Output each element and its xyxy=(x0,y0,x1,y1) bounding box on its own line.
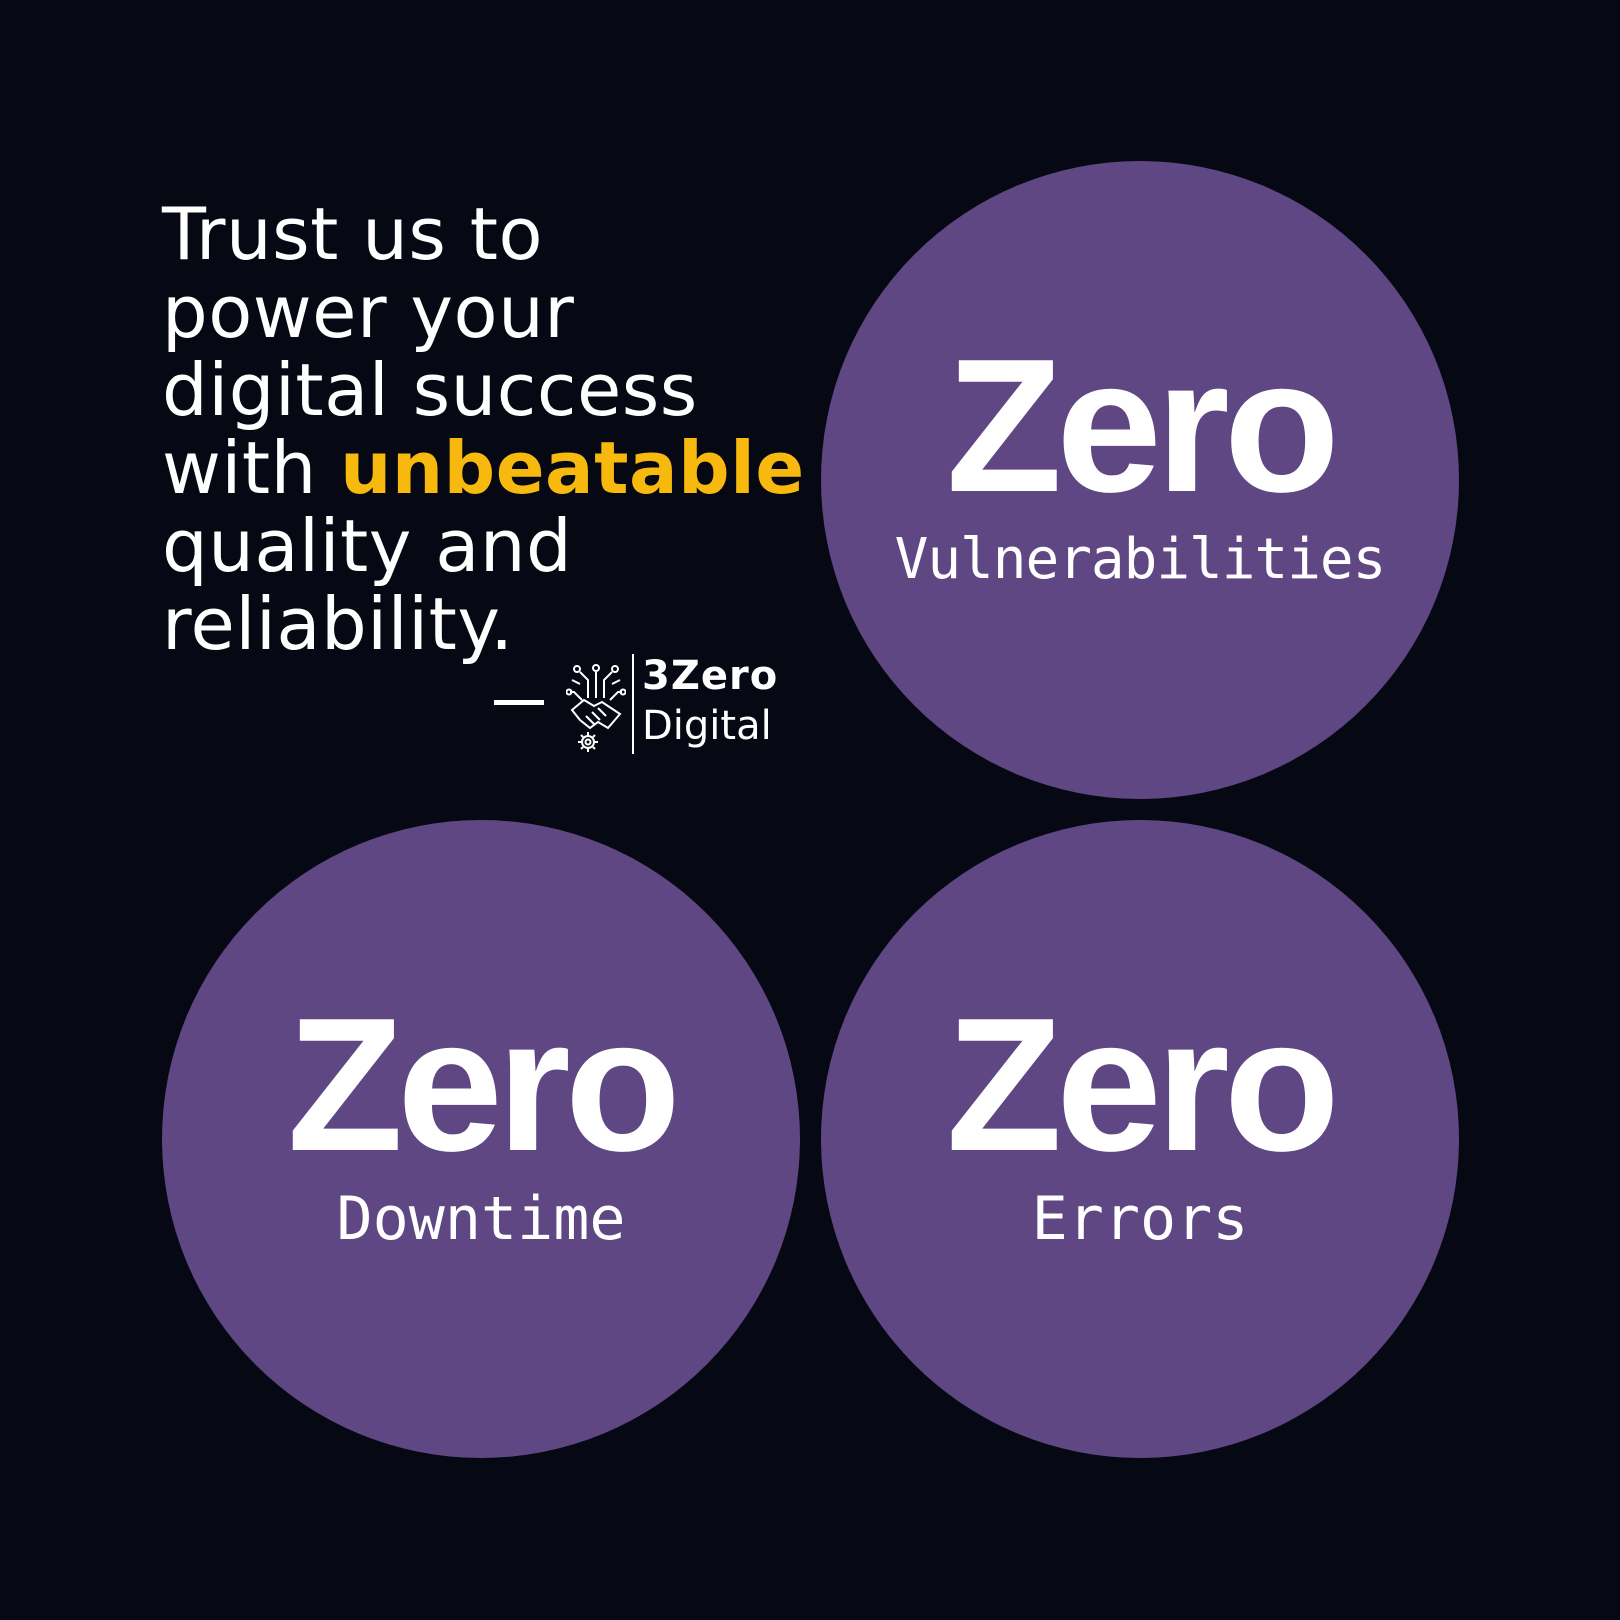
quote-line-2: power your xyxy=(162,270,575,354)
circle-caption: Vulnerabilities xyxy=(894,527,1387,592)
quote-line-1: Trust us to xyxy=(162,192,544,276)
circle-caption: Errors xyxy=(1031,1184,1249,1254)
circle-heading: Zero xyxy=(946,979,1340,1191)
circle-heading: Zero xyxy=(287,979,681,1191)
circuit-handshake-gear-icon xyxy=(566,664,626,752)
logo-wordmark-bottom: Digital xyxy=(642,703,772,749)
quote-text: Trust us to power your digital success w… xyxy=(162,195,812,663)
quote-line-5: quality and xyxy=(162,504,573,588)
quote-line-6: reliability. xyxy=(162,582,514,666)
logo-divider xyxy=(632,654,634,754)
circle-heading: Zero xyxy=(946,320,1340,532)
zero-downtime-circle: Zero Downtime xyxy=(162,820,800,1458)
attribution-dash xyxy=(494,700,544,705)
zero-errors-circle: Zero Errors xyxy=(821,820,1459,1458)
logo-wordmark-top: 3Zero xyxy=(642,653,779,699)
quote-line-4-prefix: with xyxy=(162,426,341,510)
circle-caption: Downtime xyxy=(336,1184,626,1254)
quote-highlight-word: unbeatable xyxy=(340,426,805,510)
zero-vulnerabilities-circle: Zero Vulnerabilities xyxy=(821,161,1459,799)
quote-line-3: digital success xyxy=(162,348,698,432)
quote-line-4: with unbeatable xyxy=(162,429,812,507)
brand-logo: 3Zero Digital xyxy=(566,652,806,756)
